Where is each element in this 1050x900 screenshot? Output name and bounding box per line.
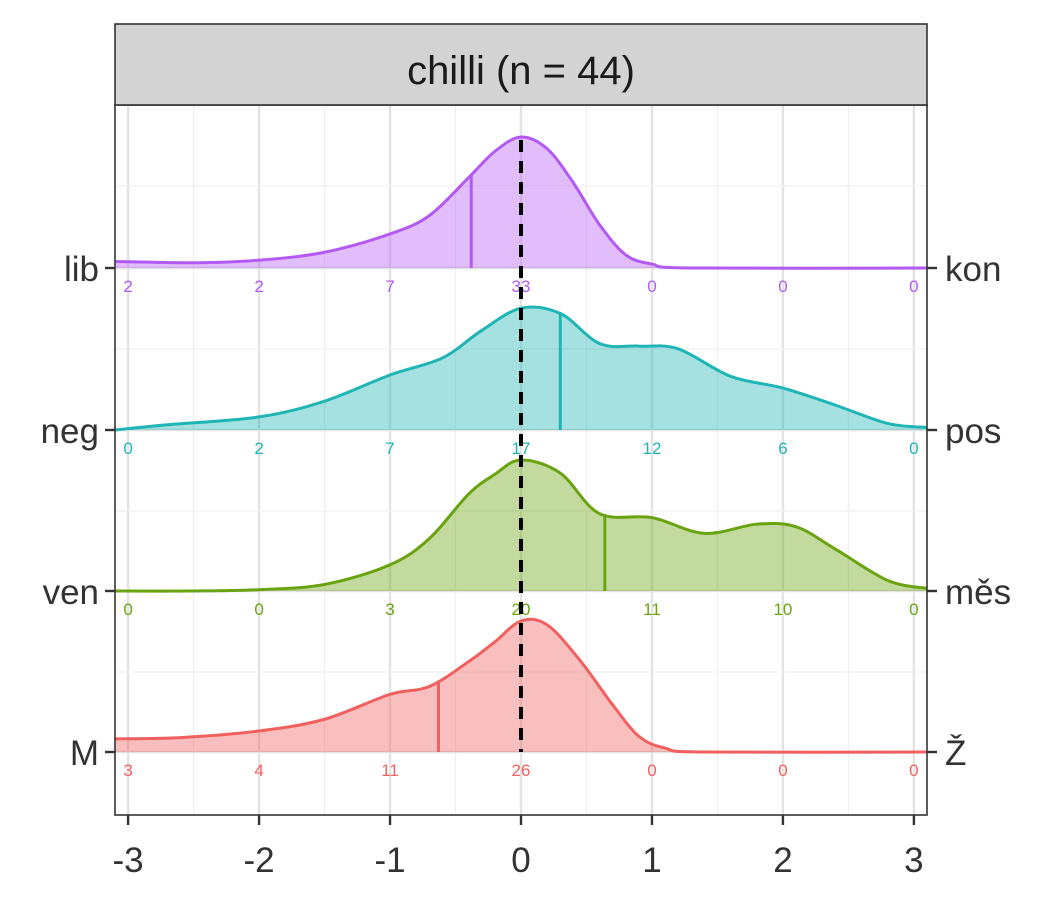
density-line [114,135,928,270]
x-tick-label: 3 [904,841,923,880]
count-label: 2 [123,277,132,296]
count-label: 12 [643,439,662,458]
count-label: 26 [512,761,531,780]
count-label: 0 [647,761,656,780]
x-tick-label: 1 [642,841,661,880]
ridge-neg [114,305,928,432]
count-label: 0 [123,600,132,619]
ridge-M [114,617,928,754]
right-category-label: měs [945,573,1011,612]
ridge-lib [114,135,928,270]
count-label: 11 [643,600,661,619]
count-label: 0 [254,600,263,619]
density-line [114,617,928,754]
count-label: 0 [778,277,787,296]
density-line [114,305,928,432]
x-tick-label: 2 [773,841,792,880]
facet-title: chilli (n = 44) [407,49,635,93]
count-label: 3 [385,600,394,619]
density-area [115,306,927,430]
left-category-label: neg [41,412,99,451]
x-tick-label: -3 [113,841,144,880]
count-label: 0 [909,761,918,780]
left-category-label: ven [43,573,99,612]
count-label: 0 [123,439,132,458]
count-label: 4 [254,761,263,780]
right-category-label: kon [945,250,1001,289]
density-area [115,136,927,269]
count-label: 0 [909,439,918,458]
count-label: 0 [909,277,918,296]
density-area [115,619,927,753]
count-label: 0 [647,277,656,296]
count-label: 3 [123,761,132,780]
count-label: 0 [778,761,787,780]
x-tick-label: -1 [374,841,405,880]
density-line [114,458,928,593]
x-tick-label: -2 [244,841,275,880]
count-label: 6 [778,439,787,458]
left-category-label: lib [64,250,99,289]
x-tick-label: 0 [511,841,530,880]
count-label: 2 [254,439,263,458]
right-category-label: Ž [945,734,966,773]
count-label: 7 [385,439,394,458]
count-label: 17 [512,439,531,458]
count-label: 10 [773,600,792,619]
count-label: 11 [381,761,399,780]
count-label: 7 [385,277,394,296]
left-category-label: M [70,734,99,773]
count-label: 2 [254,277,263,296]
count-labels: 227330000271712600032011100341126000 [123,277,918,780]
count-label: 0 [909,600,918,619]
right-category-label: pos [945,412,1001,451]
facet-strip [114,23,928,106]
count-label: 33 [512,277,531,296]
